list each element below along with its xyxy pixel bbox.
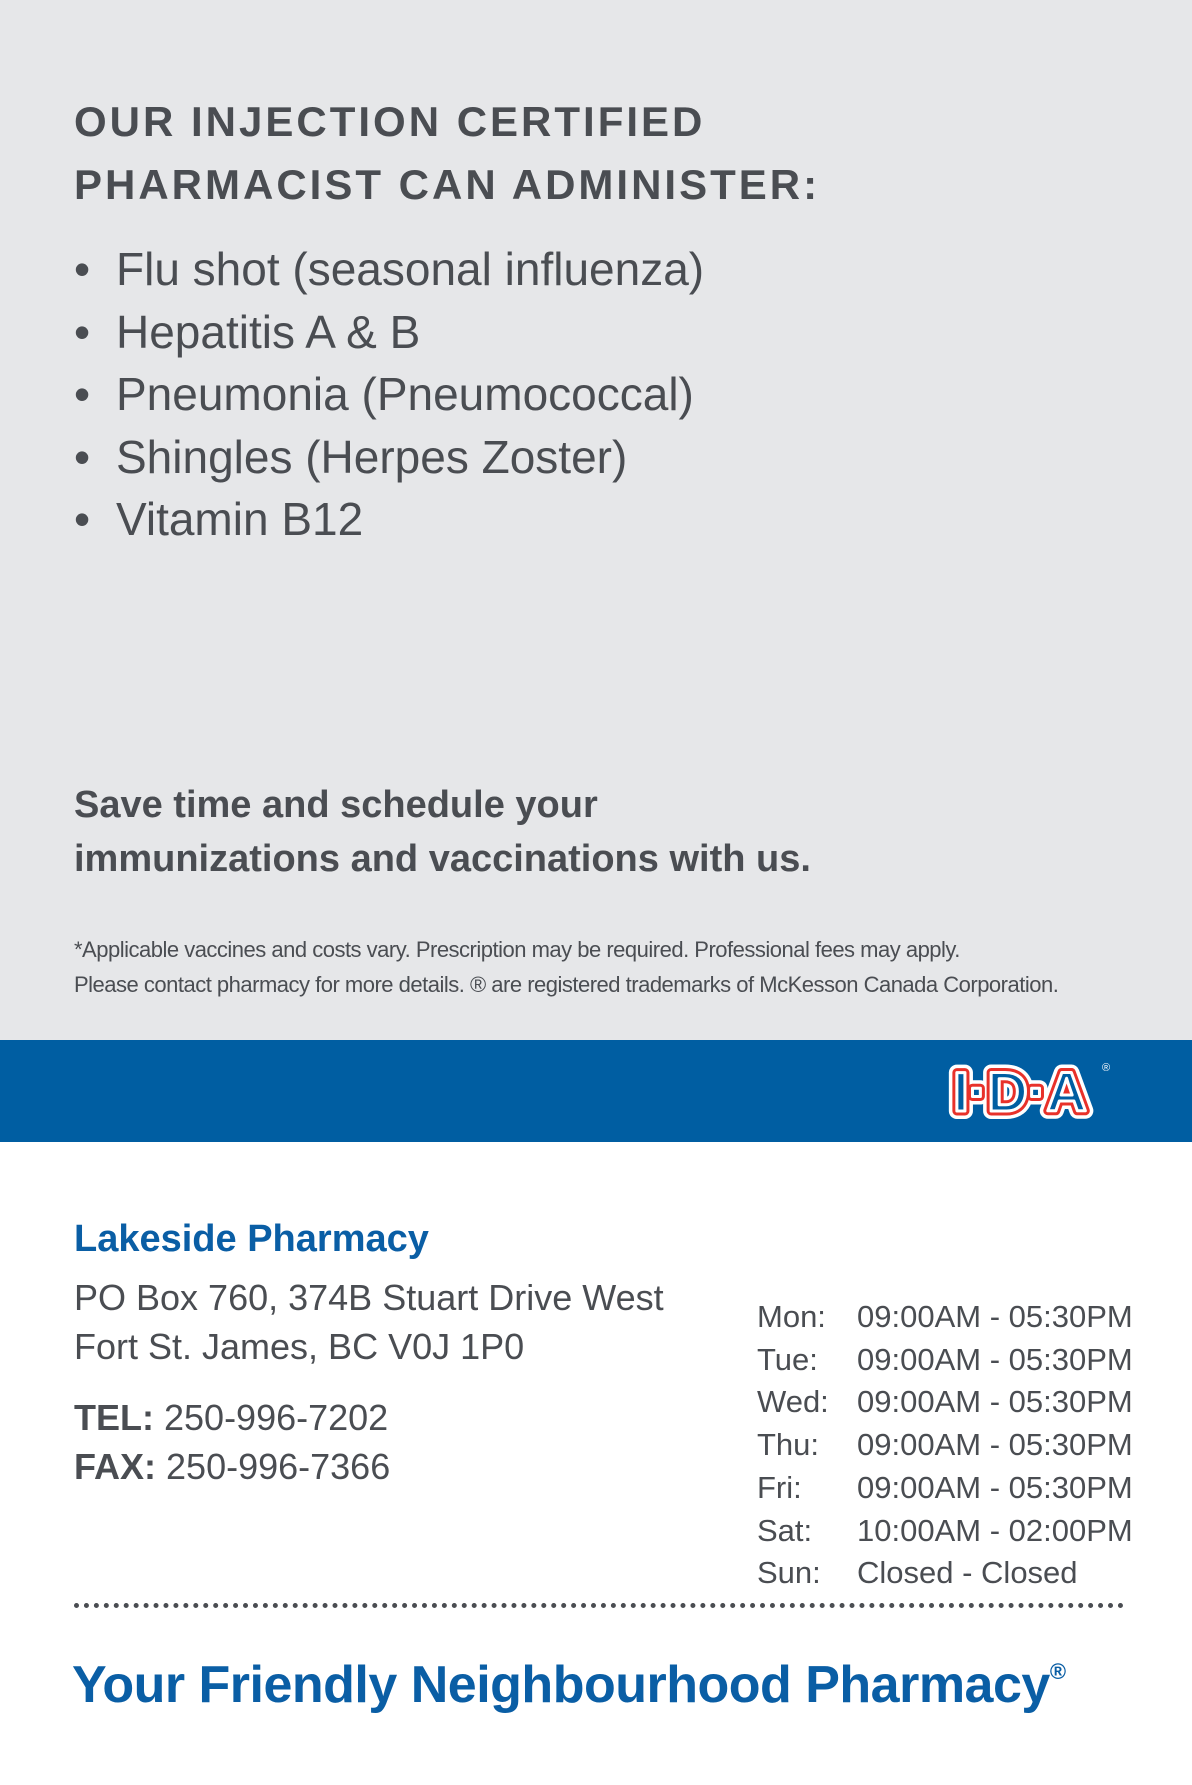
disclaimer-line: *Applicable vaccines and costs vary. Pre… bbox=[74, 937, 960, 962]
tagline: Your Friendly Neighbourhood Pharmacy® bbox=[72, 1655, 1162, 1715]
address-line: PO Box 760, 374B Stuart Drive West bbox=[74, 1277, 664, 1318]
fax-label: FAX: bbox=[74, 1446, 157, 1487]
day: Sat: bbox=[757, 1512, 813, 1548]
cta-line: immunizations and vaccinations with us. bbox=[74, 838, 811, 880]
hours-row: Wed: 09:00AM - 05:30PM bbox=[757, 1381, 1157, 1424]
time: 09:00AM - 05:30PM bbox=[857, 1341, 1133, 1377]
store-hours: Mon: 09:00AM - 05:30PM Tue: 09:00AM - 05:3… bbox=[757, 1296, 1157, 1595]
svg-text:®: ® bbox=[1102, 1062, 1110, 1074]
disclaimer: *Applicable vaccines and costs vary. Pre… bbox=[74, 932, 1164, 1002]
heading-line: PHARMACIST CAN ADMINISTER: bbox=[74, 161, 821, 208]
brand-band bbox=[0, 1040, 1192, 1142]
services-list: Flu shot (seasonal influenza) Hepatitis … bbox=[74, 238, 1114, 551]
time: 10:00AM - 02:00PM bbox=[857, 1512, 1133, 1548]
registered-mark: ® bbox=[1049, 1659, 1066, 1684]
svg-text:I·D·A: I·D·A bbox=[953, 1060, 1087, 1123]
time: 09:00AM - 05:30PM bbox=[857, 1299, 1133, 1334]
day: Fri: bbox=[757, 1469, 802, 1505]
pharmacy-name: Lakeside Pharmacy bbox=[74, 1218, 429, 1260]
address-line: Fort St. James, BC V0J 1P0 bbox=[74, 1326, 525, 1367]
time: 09:00AM - 05:30PM bbox=[857, 1427, 1133, 1463]
hours-row: Sun: Closed - Closed bbox=[757, 1552, 1157, 1595]
list-item: Shingles (Herpes Zoster) bbox=[74, 426, 1114, 489]
hours-row: Mon: 09:00AM - 05:30PM bbox=[757, 1296, 1157, 1339]
hours-row: Tue: 09:00AM - 05:30PM bbox=[757, 1339, 1157, 1382]
list-item: Flu shot (seasonal influenza) bbox=[74, 238, 1114, 301]
cta-text: Save time and schedule your immunization… bbox=[74, 778, 1114, 886]
day: Sun: bbox=[757, 1555, 821, 1591]
list-item: Hepatitis A & B bbox=[74, 301, 1114, 364]
tel-number: 250-996-7202 bbox=[164, 1397, 389, 1438]
list-item: Vitamin B12 bbox=[74, 488, 1114, 551]
hours-row: Sat: 10:00AM - 02:00PM bbox=[757, 1510, 1157, 1553]
list-item: Pneumonia (Pneumococcal) bbox=[74, 363, 1114, 426]
day: Mon: bbox=[757, 1299, 826, 1334]
time: 09:00AM - 05:30PM bbox=[857, 1384, 1133, 1420]
svg-text:I·D·A: I·D·A bbox=[953, 1060, 1087, 1123]
day: Thu: bbox=[757, 1427, 820, 1463]
dotted-divider bbox=[74, 1603, 1124, 1608]
contact-info: TEL: 250-996-7202 FAX: 250-996-7366 bbox=[74, 1393, 390, 1491]
hours-row: Fri: 09:00AM - 05:30PM bbox=[757, 1467, 1157, 1510]
day: Tue: bbox=[757, 1341, 818, 1377]
fax: FAX: 250-996-7366 bbox=[74, 1442, 390, 1491]
day: Wed: bbox=[757, 1384, 829, 1420]
time: Closed - Closed bbox=[857, 1555, 1078, 1591]
services-heading: OUR INJECTION CERTIFIED PHARMACIST CAN A… bbox=[74, 90, 1114, 216]
tagline-text: Your Friendly Neighbourhood Pharmacy bbox=[72, 1656, 1050, 1714]
hours-row: Thu: 09:00AM - 05:30PM bbox=[757, 1424, 1157, 1467]
phone: TEL: 250-996-7202 bbox=[74, 1393, 390, 1442]
svg-text:I·D·A: I·D·A bbox=[953, 1060, 1087, 1123]
disclaimer-line: Please contact pharmacy for more details… bbox=[74, 972, 1059, 997]
tel-label: TEL: bbox=[74, 1397, 154, 1438]
services-panel: OUR INJECTION CERTIFIED PHARMACIST CAN A… bbox=[0, 0, 1192, 1040]
heading-line: OUR INJECTION CERTIFIED bbox=[74, 98, 706, 145]
cta-line: Save time and schedule your bbox=[74, 784, 598, 826]
ida-logo: I·D·A I·D·A I·D·A ® bbox=[920, 1052, 1130, 1131]
time: 09:00AM - 05:30PM bbox=[857, 1469, 1133, 1505]
fax-number: 250-996-7366 bbox=[166, 1446, 391, 1487]
pharmacy-address: PO Box 760, 374B Stuart Drive West Fort … bbox=[74, 1273, 714, 1371]
